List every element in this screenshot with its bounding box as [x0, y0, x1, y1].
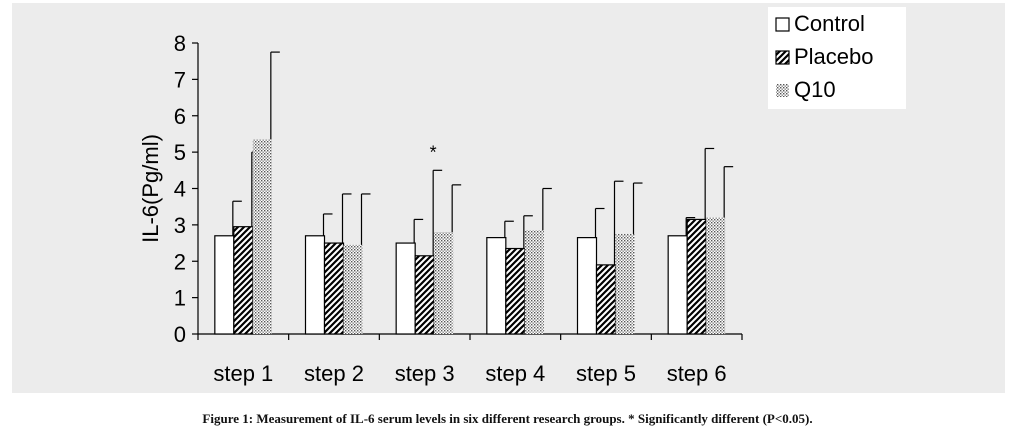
x-tick-label: step 5 [576, 361, 636, 386]
legend-swatch-control [775, 17, 790, 32]
y-tick-label: 1 [174, 286, 186, 311]
bar-control [214, 235, 235, 335]
bar-placebo [323, 242, 345, 335]
bar-placebo [686, 218, 707, 335]
bar-control [667, 235, 688, 335]
bar-placebo [595, 264, 617, 335]
bar-placebo [414, 255, 435, 335]
bar-placebo [505, 247, 526, 335]
figure-caption: Figure 1: Measurement of IL-6 serum leve… [202, 411, 813, 426]
y-axis-title: IL-6(Pg/ml) [138, 134, 163, 243]
y-tick-label: 6 [174, 104, 186, 129]
legend-swatch-q10 [776, 84, 789, 97]
y-tick-label: 7 [174, 67, 186, 92]
bar-placebo [233, 226, 254, 335]
x-tick-label: step 4 [485, 361, 545, 386]
x-tick-label: step 2 [304, 361, 364, 386]
legend-label-q10: Q10 [794, 77, 836, 102]
legend-swatch-placebo [775, 50, 790, 65]
chart-panel: 0 1 2 3 4 5 6 7 8 IL-6(Pg/ml) step 1 step 2 step 3 st… [12, 3, 1005, 393]
bar-q10 [706, 217, 726, 334]
y-tick-label: 5 [174, 140, 186, 165]
x-tick-label: step 3 [395, 361, 455, 386]
significance-marker: * [430, 142, 437, 162]
bar-control [304, 235, 326, 335]
bar-control [395, 242, 416, 335]
bar-chart: 0 1 2 3 4 5 6 7 8 IL-6(Pg/ml) step 1 step 2 step 3 st… [138, 7, 906, 386]
x-tick-label: step 1 [213, 361, 273, 386]
legend-box [768, 7, 906, 109]
x-tick-label: step 6 [667, 361, 727, 386]
y-tick-label: 0 [174, 322, 186, 347]
y-tick-label: 2 [174, 249, 186, 274]
y-tick-label: 4 [174, 177, 186, 202]
y-tick-label: 8 [174, 31, 186, 56]
bar-q10 [343, 244, 363, 334]
bar-q10 [252, 139, 272, 334]
bar-q10 [524, 230, 544, 334]
bar-q10 [615, 233, 635, 334]
y-tick-label: 3 [174, 213, 186, 238]
legend-label-placebo: Placebo [794, 44, 874, 69]
bar-control [576, 237, 598, 335]
bar-q10 [434, 232, 454, 334]
legend-label-control: Control [794, 11, 865, 36]
bar-control [486, 237, 507, 335]
